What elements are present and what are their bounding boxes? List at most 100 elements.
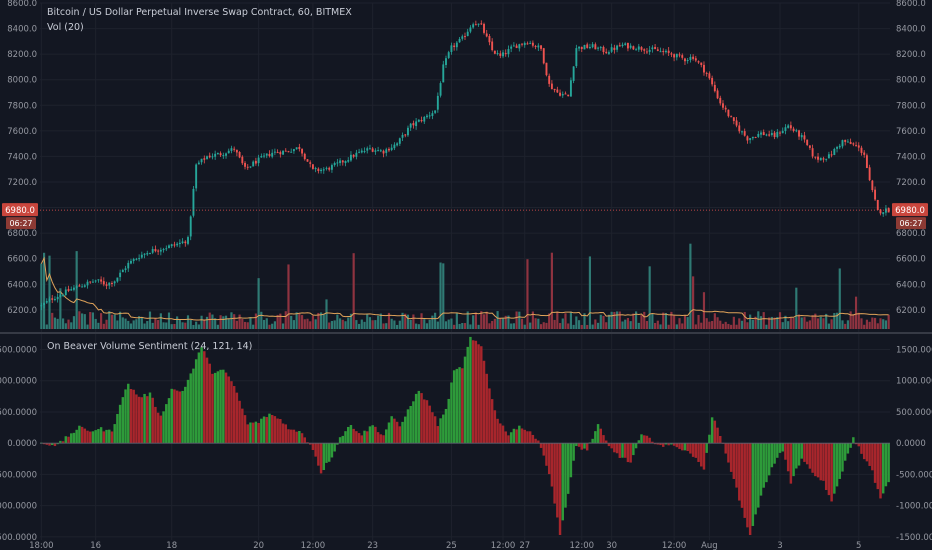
candle-body [825,158,828,160]
candle-body [306,159,309,162]
candle-body [208,155,211,158]
candle-body [493,50,496,54]
candle-body [102,281,105,285]
histogram-bar [664,443,668,445]
volume-bar [518,311,521,329]
volume-bar [322,313,325,329]
histogram-bar [539,443,543,448]
volume-bar [170,324,173,329]
candle-body [537,45,540,48]
histogram-bar [455,368,459,444]
candle-body [491,41,494,51]
histogram-bar [78,425,81,444]
candle-body [678,54,681,56]
histogram-bar [268,413,271,444]
volume-bar [501,318,505,329]
histogram-bar [94,430,97,444]
volume-bar [246,322,249,329]
histogram-bar [585,443,589,451]
volume-bar [754,316,757,329]
candle-body [499,53,502,56]
candle-body [814,156,817,158]
histogram-bar [528,431,532,444]
histogram-bar [311,443,315,451]
candle-body [246,166,249,168]
candle-body [200,158,203,163]
histogram-bar [719,435,722,444]
histogram-bar [181,390,184,444]
candle-body [56,296,59,300]
candle-body [681,55,684,58]
volume-bar [116,320,119,329]
candle-body [523,42,526,46]
volume-bar [64,323,67,329]
histogram-bar [781,443,784,452]
price-tick-left: 8600.0 [7,0,37,9]
volume-bar [727,323,730,329]
sentiment-tick-right: 1000.0000 [896,377,932,387]
volume-bar [482,314,486,329]
sentiment-tick-right: -1500.0000 [896,533,932,543]
candle-body [238,151,241,158]
candle-body [722,103,724,108]
histogram-bar [477,344,480,444]
candle-body [303,153,306,160]
volume-bar [594,319,597,329]
histogram-bar [662,443,665,447]
time-axis[interactable]: 18:00 16 18 20 12:00 23 25 12:00 27 12:00 30 12:00 A… [29,541,861,550]
right-sentiment-axis[interactable]: 1500.0000 1000.0000 500.0000 0.0000 -500.000… [896,345,932,542]
candle-body [863,152,866,155]
volume-bar [838,268,841,329]
volume-bar [550,252,553,329]
histogram-bar [376,432,380,444]
price-tick-right: 6200.0 [896,306,926,316]
volume-bar [129,323,133,329]
histogram-bar [738,443,741,501]
volume-bar [863,324,866,329]
volume-bar [453,324,456,329]
candle-body [697,61,700,63]
candle-body [648,49,651,52]
histogram-bar [596,424,600,444]
histogram-bar [89,431,92,444]
volume-bar [784,315,787,329]
histogram-bar [778,443,782,453]
volume-bar [689,243,692,329]
histogram-bar [466,346,469,444]
candle-body [607,52,610,54]
candle-body [626,42,629,49]
volume-bar [849,311,852,329]
candle-body [624,43,627,46]
candle-body [105,284,108,286]
histogram-bar [436,426,440,444]
candle-body [855,145,858,147]
candle-body [149,253,151,255]
volume-bar [70,322,73,329]
histogram-bar [447,398,450,444]
price-tick-left: 6200.0 [7,306,37,316]
candle-body [662,51,665,53]
histogram-bar [678,443,681,449]
volume-bar [390,318,393,329]
histogram-bar [232,386,236,444]
volume-bar [317,312,320,329]
histogram-bar [488,388,491,444]
histogram-bar [770,443,774,468]
candle-body [765,134,768,136]
candle-body [803,135,806,140]
histogram-bar [887,443,890,483]
histogram-bar [708,434,711,444]
candle-body [189,216,192,237]
histogram-bar [520,428,524,444]
right-price-axis[interactable]: 8600.0 8400.0 8200.0 8000.0 7800.0 7600.0 7400… [896,0,926,316]
histogram-bar [751,443,755,526]
candle-body [466,31,469,37]
histogram-bar [270,415,274,444]
left-sentiment-axis[interactable]: 1500.0000 1000.0000 500.0000 0.0000 -500.000… [0,345,37,542]
candle-body [860,147,863,153]
candle-body [396,143,399,146]
left-price-axis[interactable]: 8600.0 8400.0 8200.0 8000.0 7800.0 7600.0 7400… [7,0,37,316]
histogram-bar [545,443,548,466]
candle-body [846,141,849,143]
